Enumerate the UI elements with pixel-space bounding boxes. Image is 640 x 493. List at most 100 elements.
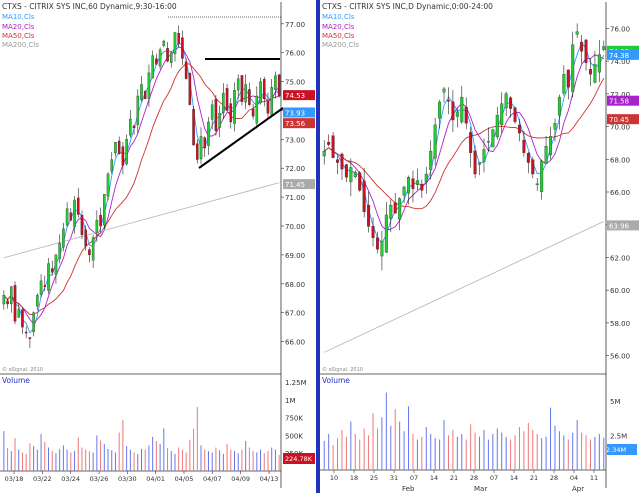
price-label-box — [607, 114, 639, 125]
candle-body — [402, 186, 406, 196]
candle-body — [420, 183, 424, 191]
x-tick-label: 31 — [390, 474, 398, 482]
candle-body — [50, 268, 54, 273]
candle-body — [236, 78, 240, 91]
x-tick-label: 04/01 — [146, 475, 165, 483]
candle-body — [415, 180, 419, 185]
x-tick-label: 10 — [330, 474, 338, 482]
ma200-line — [324, 221, 604, 353]
y-tick-label: 71.00 — [285, 194, 305, 202]
candle-body — [362, 180, 366, 212]
candle-body — [240, 75, 244, 102]
ma10-line — [323, 41, 605, 244]
candle-body — [62, 228, 65, 248]
candle-body — [177, 32, 180, 45]
right-month-feb: Feb — [402, 485, 415, 493]
candle-body — [491, 129, 495, 148]
right-legend-ma10: MA10,Cls — [322, 13, 355, 21]
candle-body — [65, 208, 69, 226]
price-label-box — [283, 90, 315, 101]
y-tick-label: 76.00 — [610, 25, 630, 33]
candle-body — [349, 167, 353, 183]
price-label: 70.45 — [609, 116, 629, 124]
candle-body — [535, 183, 539, 185]
y-tick-label: 70.00 — [285, 223, 305, 231]
candle-body — [214, 98, 218, 131]
candle-body — [460, 96, 464, 123]
price-label: 71.45 — [285, 181, 305, 189]
right-watermark: © eSignal, 2010 — [322, 366, 363, 373]
candle-body — [2, 295, 6, 305]
ma20-line — [323, 54, 605, 231]
candle-body — [84, 229, 87, 247]
price-label-box — [607, 49, 639, 60]
candle-body — [69, 212, 73, 221]
candle-body — [270, 87, 273, 115]
candle-body — [584, 39, 588, 63]
candle-body — [132, 125, 136, 128]
price-label: 71.58 — [609, 98, 629, 106]
candle-body — [95, 220, 99, 233]
candle-body — [244, 84, 247, 103]
candle-body — [340, 153, 344, 170]
candle-body — [336, 159, 340, 163]
candle-body — [248, 89, 251, 105]
candle-body — [588, 69, 592, 75]
price-label-box — [607, 95, 639, 106]
candle-body — [21, 309, 24, 328]
x-tick-label: 04 — [570, 474, 578, 482]
left-chart-panel: CTXS - CITRIX SYS INC,60 Dynamic,9:30-16… — [0, 2, 315, 488]
candle-body — [398, 198, 402, 220]
volume-tick-label: 2.5M — [610, 432, 627, 440]
candle-body — [10, 286, 13, 305]
candle-body — [446, 100, 450, 102]
left-volume-label: Volume — [2, 376, 30, 385]
candle-body — [192, 109, 195, 146]
candle-body — [451, 101, 455, 121]
candle-body — [99, 214, 102, 227]
candle-body — [80, 215, 84, 235]
y-tick-label: 62.00 — [610, 254, 630, 262]
x-tick-label: 21 — [450, 474, 458, 482]
price-label: 74.53 — [285, 92, 305, 100]
candle-body — [147, 72, 151, 99]
candle-body — [121, 146, 125, 166]
candle-body — [473, 150, 477, 175]
candle-body — [129, 118, 132, 136]
candle-body — [371, 226, 375, 238]
candle-body — [433, 124, 437, 159]
y-tick-label: 60.00 — [610, 287, 630, 295]
candle-body — [557, 96, 561, 116]
price-label: 73.93 — [285, 109, 305, 117]
volume-tick-label: 1M — [285, 397, 296, 405]
candle-body — [173, 32, 177, 55]
candle-body — [540, 160, 544, 192]
candle-body — [143, 90, 147, 100]
candle-body — [602, 46, 606, 50]
candle-body — [500, 103, 504, 126]
candle-body — [358, 172, 362, 191]
candle-body — [509, 97, 513, 109]
left-chart-title: CTXS - CITRIX SYS INC,60 Dynamic,9:30-16… — [2, 2, 177, 11]
right-legend-ma20: MA20,Cls — [322, 23, 355, 31]
candle-body — [486, 141, 490, 143]
candle-body — [322, 150, 326, 157]
candle-body — [117, 140, 121, 154]
candle-body — [110, 159, 114, 172]
y-tick-label: 67.00 — [285, 310, 305, 318]
right-chart-panel: CTXS - CITRIX SYS INC,D Dynamic,0:00-24:… — [320, 2, 639, 493]
candle-body — [24, 331, 28, 334]
candle-body — [184, 61, 188, 79]
left-legend-ma200: MA200,Cls — [2, 41, 39, 49]
candle-body — [504, 93, 508, 109]
y-tick-label: 76.00 — [285, 50, 305, 58]
y-tick-label: 72.00 — [610, 91, 630, 99]
panel-divider — [316, 0, 320, 493]
candle-body — [6, 300, 9, 305]
candle-body — [188, 73, 192, 105]
left-legend-ma10: MA10,Cls — [2, 13, 35, 21]
x-tick-label: 04/07 — [203, 475, 222, 483]
volume-last-box — [283, 453, 315, 464]
candle-body — [393, 202, 397, 214]
candle-body — [375, 237, 379, 250]
